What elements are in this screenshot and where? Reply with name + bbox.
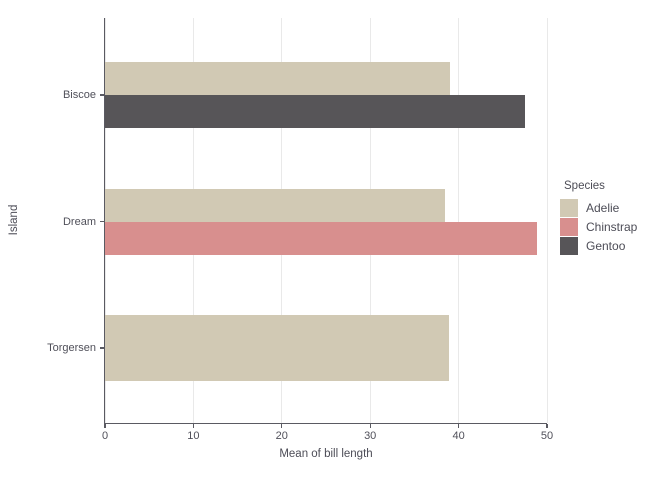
x-tick-label-20: 20 xyxy=(275,430,288,442)
y-axis-title: Island xyxy=(8,204,20,236)
y-axis-line xyxy=(103,18,105,425)
x-tick-mark-40 xyxy=(457,424,460,429)
legend-label: Gentoo xyxy=(586,239,626,253)
y-tick-mark-dream xyxy=(99,220,104,223)
gridline-x-40 xyxy=(458,18,460,423)
x-axis-line xyxy=(103,423,547,425)
x-tick-mark-0 xyxy=(104,424,106,429)
x-tick-mark-20 xyxy=(281,424,283,429)
x-tick-label-10: 10 xyxy=(187,430,200,442)
legend-item-adelie: Adelie xyxy=(556,199,670,217)
x-tick-mark-10 xyxy=(192,424,195,429)
legend-title: Species xyxy=(564,180,605,192)
bar-dream-chinstrap xyxy=(105,221,537,255)
chinstrap-swatch-icon xyxy=(560,218,578,236)
x-tick-label-30: 30 xyxy=(364,430,377,442)
legend-label: Adelie xyxy=(586,201,620,215)
x-tick-label-50: 50 xyxy=(540,430,554,442)
gentoo-swatch-icon xyxy=(560,237,578,255)
legend-label: Chinstrap xyxy=(586,220,638,234)
bar-biscoe-adelie xyxy=(105,62,450,95)
y-category-label-biscoe: Biscoe xyxy=(62,89,96,101)
x-tick-label-0: 0 xyxy=(101,430,109,442)
bar-torgersen-adelie xyxy=(105,315,450,381)
y-category-label-dream: Dream xyxy=(62,215,96,228)
x-tick-mark-30 xyxy=(369,424,371,429)
legend-item-chinstrap: Chinstrap xyxy=(556,218,670,236)
legend: Species Adelie Chinstrap Gentoo xyxy=(556,180,670,256)
y-tick-mark-biscoe xyxy=(99,94,104,96)
y-category-label-torgersen: Torgersen xyxy=(47,342,96,354)
gridline-x-50 xyxy=(546,18,548,423)
x-tick-mark-50 xyxy=(546,424,548,429)
bar-dream-adelie xyxy=(105,188,446,222)
y-tick-mark-torgersen xyxy=(99,347,104,349)
bar-biscoe-gentoo xyxy=(105,95,525,128)
x-tick-label-40: 40 xyxy=(452,430,465,442)
adelie-swatch-icon xyxy=(560,199,578,217)
legend-item-gentoo: Gentoo xyxy=(556,237,670,255)
x-axis-title: Mean of bill length xyxy=(279,448,373,460)
